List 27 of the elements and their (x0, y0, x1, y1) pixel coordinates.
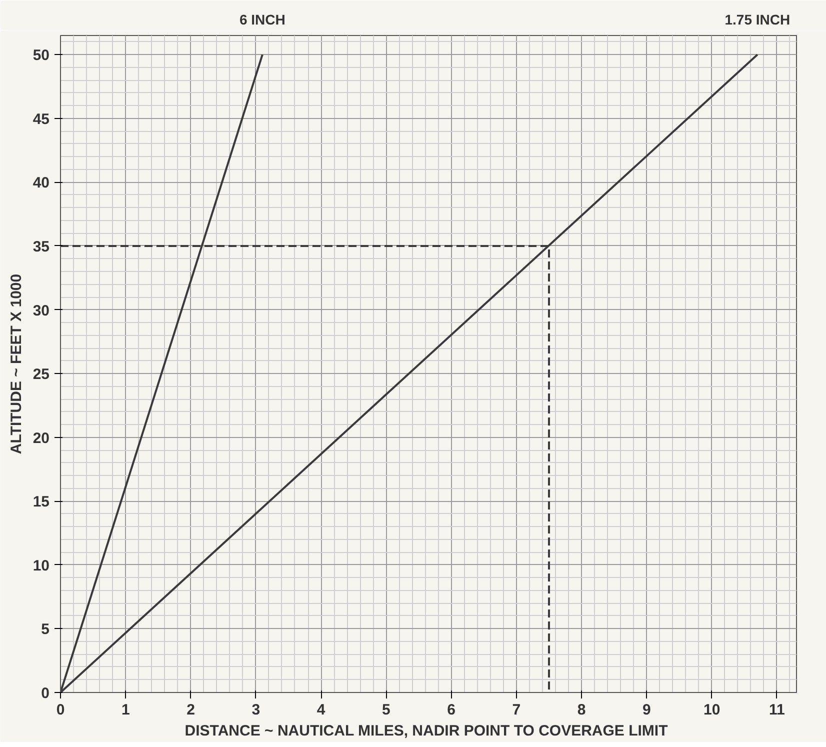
y-tick-label: 50 (32, 47, 50, 64)
x-tick-label: 9 (642, 702, 651, 718)
x-tick-label: 0 (56, 702, 65, 718)
y-tick-label: 5 (41, 621, 50, 638)
x-tick-label: 6 (447, 702, 456, 718)
x-tick-label: 5 (382, 702, 390, 718)
y-tick-label: 0 (41, 685, 50, 702)
y-tick-label: 10 (32, 557, 50, 574)
x-tick-label: 1 (121, 702, 130, 718)
y-tick-label: 20 (32, 430, 50, 447)
y-tick-label: 35 (32, 238, 50, 256)
x-tick-label: 3 (252, 702, 260, 718)
x-tick-label: 4 (316, 702, 326, 718)
text: 6 INCH (239, 12, 286, 28)
y-tick-label: 25 (32, 366, 50, 384)
x-tick-label: 8 (577, 702, 586, 718)
y-tick-label: 15 (32, 494, 50, 511)
y-tick-label: 40 (32, 174, 50, 192)
y-tick-label: 45 (32, 110, 50, 128)
x-tick-label: 7 (512, 702, 521, 718)
x-axis-title: DISTANCE ~ NAUTICAL MILES, NADIR POINT TO COVERAGE LIMIT (184, 722, 668, 740)
x-tick-label: 10 (703, 702, 720, 718)
y-axis-title: ALTITUDE ~ FEET X 1000 (8, 274, 25, 454)
text: 1.75 INCH (724, 12, 790, 28)
x-tick-label: 11 (769, 702, 785, 718)
x-tick-label: 2 (186, 702, 195, 718)
y-tick-label: 30 (32, 302, 50, 320)
